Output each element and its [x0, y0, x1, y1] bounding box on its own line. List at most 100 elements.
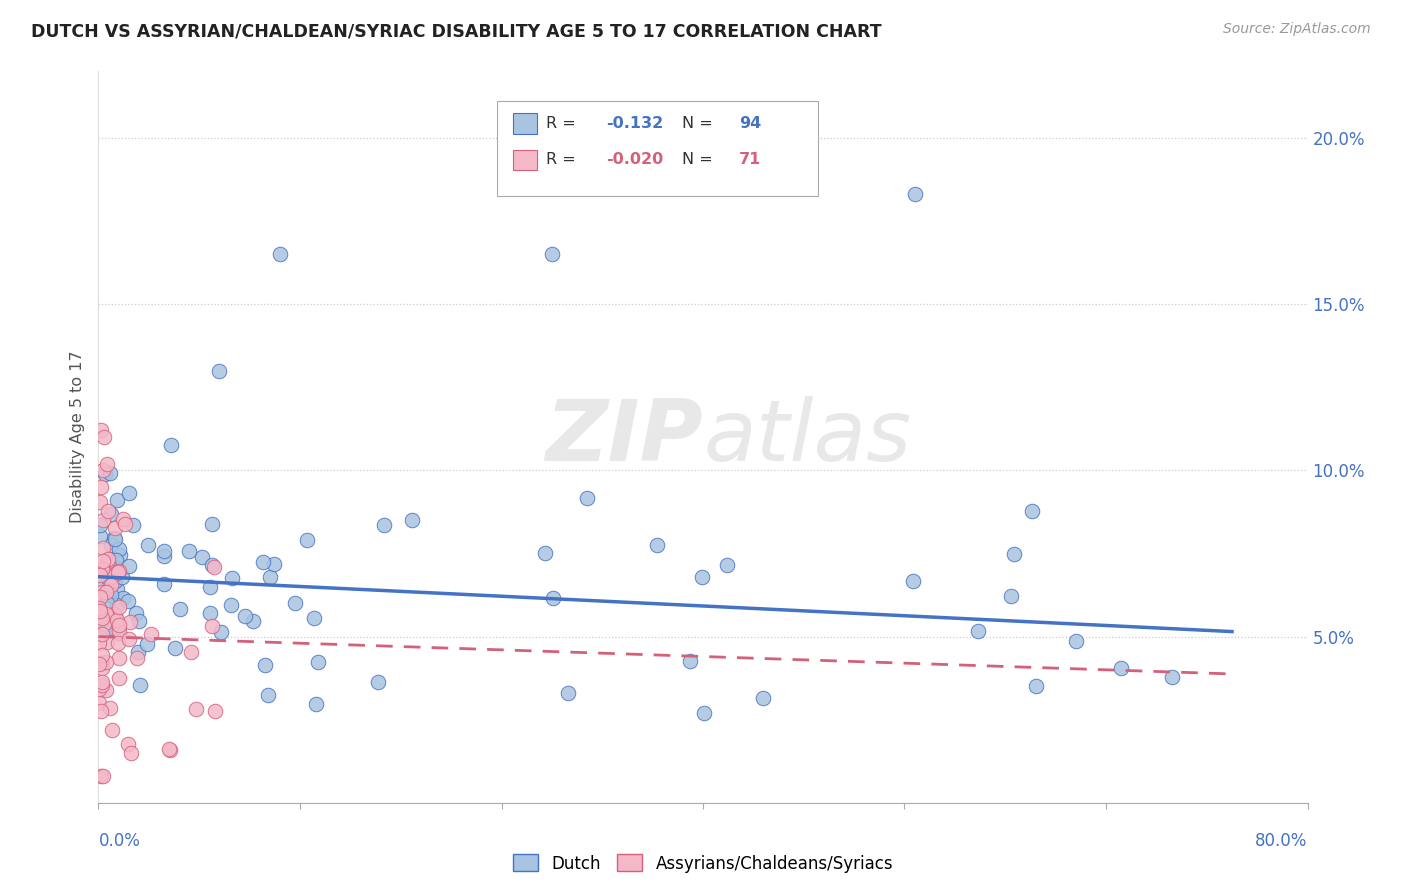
- Point: [94, 584, 117, 599]
- Point: [367, 675, 389, 690]
- Point: [107, 636, 129, 650]
- Point: [118, 558, 141, 573]
- Point: [104, 561, 127, 575]
- Point: [89, 697, 111, 711]
- Point: [89, 517, 111, 532]
- Point: [94, 565, 117, 579]
- Point: [107, 624, 129, 638]
- Point: [91, 627, 114, 641]
- Point: [89, 601, 111, 615]
- Point: [117, 737, 139, 751]
- Point: [716, 558, 738, 573]
- Point: [89, 605, 111, 619]
- Point: [184, 702, 207, 716]
- Point: [93, 430, 115, 444]
- Point: [259, 570, 281, 584]
- Text: 0.0%: 0.0%: [98, 832, 141, 850]
- Point: [96, 596, 118, 610]
- Point: [100, 537, 122, 551]
- Point: [94, 683, 117, 698]
- Point: [541, 591, 564, 605]
- Point: [100, 621, 122, 635]
- Point: [401, 513, 423, 527]
- Point: [94, 655, 117, 669]
- Point: [97, 559, 120, 574]
- FancyBboxPatch shape: [498, 101, 818, 195]
- Point: [117, 594, 139, 608]
- Point: [100, 507, 122, 521]
- Point: [305, 697, 328, 711]
- Point: [179, 544, 201, 558]
- Point: [157, 742, 180, 756]
- Point: [1109, 661, 1132, 675]
- Point: [103, 607, 125, 621]
- Point: [89, 568, 111, 582]
- Point: [105, 582, 128, 597]
- Point: [118, 615, 141, 629]
- Point: [96, 634, 118, 648]
- Text: N =: N =: [682, 153, 713, 168]
- Point: [557, 685, 579, 699]
- Point: [108, 671, 131, 685]
- Point: [690, 570, 713, 584]
- Point: [201, 558, 224, 573]
- Point: [100, 701, 122, 715]
- Point: [107, 541, 129, 556]
- Point: [108, 564, 131, 578]
- Point: [221, 571, 243, 585]
- Point: [693, 706, 716, 721]
- Point: [307, 655, 329, 669]
- Point: [295, 533, 318, 547]
- Legend: Dutch, Assyrians/Chaldeans/Syriacs: Dutch, Assyrians/Chaldeans/Syriacs: [506, 847, 900, 880]
- Point: [679, 654, 702, 668]
- Point: [90, 661, 112, 675]
- Point: [202, 559, 225, 574]
- Point: [90, 424, 112, 438]
- Point: [211, 624, 233, 639]
- Point: [96, 607, 118, 622]
- Point: [98, 466, 121, 480]
- Point: [90, 656, 112, 670]
- Point: [160, 438, 183, 452]
- Point: [645, 538, 668, 552]
- Point: [1025, 679, 1047, 693]
- Point: [96, 555, 118, 569]
- Point: [1002, 548, 1025, 562]
- Point: [93, 617, 115, 632]
- Point: [110, 569, 132, 583]
- Point: [90, 704, 112, 718]
- Point: [100, 577, 122, 591]
- Point: [904, 187, 927, 202]
- Point: [91, 463, 114, 477]
- Point: [257, 688, 280, 702]
- Point: [104, 533, 127, 547]
- Point: [89, 657, 111, 671]
- Point: [112, 591, 135, 606]
- Point: [100, 588, 122, 602]
- Point: [108, 549, 131, 563]
- Point: [91, 554, 114, 568]
- Point: [90, 480, 112, 494]
- Point: [128, 614, 150, 628]
- Point: [89, 603, 111, 617]
- Point: [96, 588, 118, 602]
- Point: [91, 611, 114, 625]
- Point: [89, 495, 111, 509]
- Point: [89, 681, 111, 696]
- Point: [152, 549, 174, 564]
- Point: [105, 493, 128, 508]
- Point: [135, 636, 157, 650]
- Point: [252, 555, 274, 569]
- Point: [100, 570, 122, 584]
- Point: [141, 627, 163, 641]
- Point: [104, 609, 127, 624]
- Point: [163, 640, 186, 655]
- Point: [122, 517, 145, 532]
- Point: [105, 552, 128, 566]
- Point: [191, 549, 214, 564]
- Point: [208, 363, 231, 377]
- Point: [91, 541, 114, 556]
- Point: [104, 566, 127, 581]
- Point: [752, 691, 775, 706]
- Point: [91, 648, 114, 663]
